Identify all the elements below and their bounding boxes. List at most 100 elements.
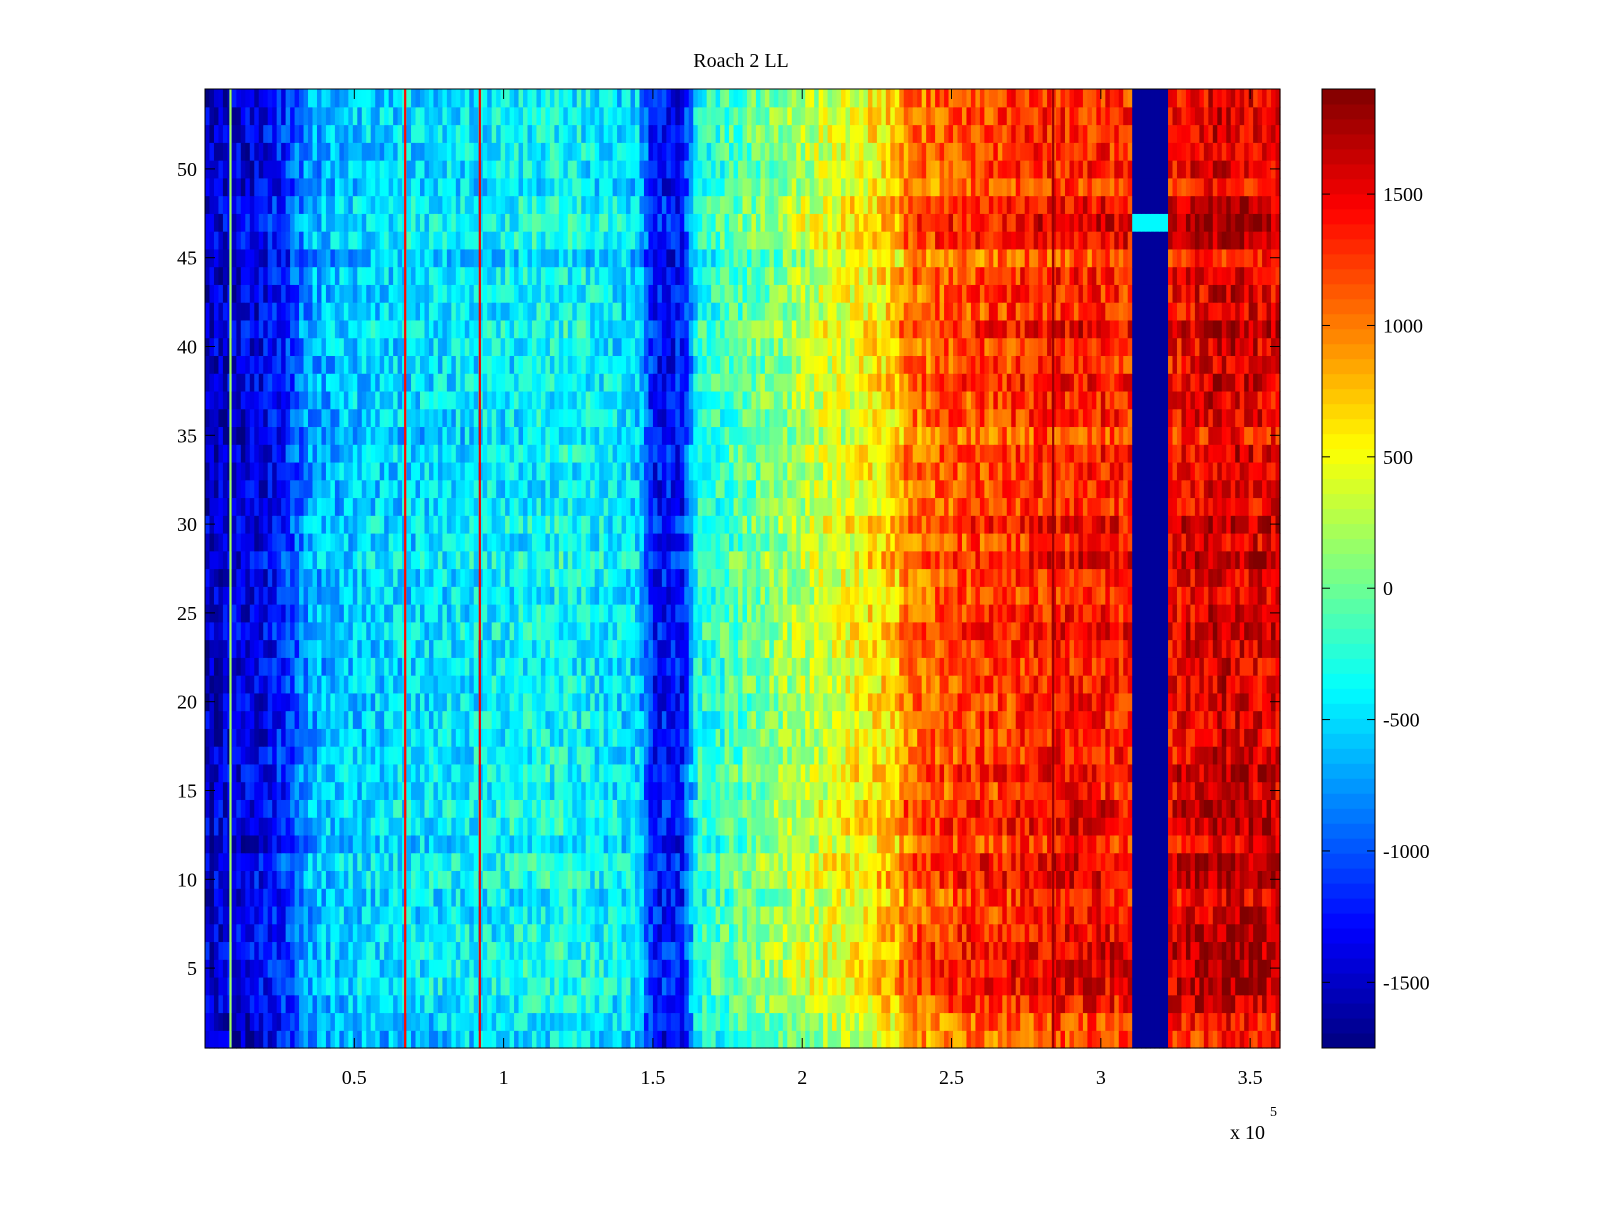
heatmap-cell: [702, 746, 708, 765]
heatmap-cell: [608, 675, 614, 694]
heatmap-cell: [1212, 834, 1218, 854]
heatmap-cell: [531, 781, 538, 800]
heatmap-cell: [1226, 817, 1232, 836]
heatmap-cell: [711, 994, 717, 1014]
heatmap-cell: [393, 888, 399, 907]
heatmap-cell: [545, 781, 551, 800]
heatmap-cell: [303, 799, 309, 818]
heatmap-cell: [1109, 870, 1115, 889]
heatmap-cell: [594, 746, 600, 765]
heatmap-cell: [334, 905, 340, 925]
heatmap-cell: [711, 728, 717, 747]
heatmap-cell: [308, 799, 314, 818]
heatmap-cell: [953, 994, 959, 1014]
heatmap-cell: [536, 941, 542, 960]
heatmap-cell: [218, 870, 224, 889]
heatmap-cell: [836, 905, 842, 925]
heatmap-cell: [899, 799, 905, 818]
heatmap-cell: [267, 852, 273, 872]
heatmap-cell: [755, 1030, 762, 1049]
heatmap-cell: [854, 781, 860, 800]
heatmap-cell: [339, 834, 345, 854]
heatmap-cell: [867, 817, 873, 836]
heatmap-cell: [670, 763, 676, 783]
heatmap-cell: [1096, 994, 1102, 1014]
heatmap-cell: [1150, 1012, 1156, 1031]
heatmap-cell: [1127, 870, 1133, 889]
heatmap-cell: [294, 746, 300, 765]
heatmap-cell: [970, 959, 977, 978]
heatmap-cell: [1235, 888, 1241, 907]
heatmap-cell: [675, 888, 681, 907]
heatmap-cell: [1212, 728, 1218, 747]
heatmap-cell: [603, 746, 609, 765]
heatmap-cell: [773, 852, 779, 872]
heatmap-cell: [572, 692, 578, 712]
heatmap-cell: [751, 675, 757, 694]
heatmap-cell: [545, 834, 551, 854]
heatmap-cell: [814, 994, 820, 1014]
heatmap-cell: [863, 746, 869, 765]
heatmap-cell: [1239, 1030, 1245, 1049]
heatmap-cell: [1015, 905, 1021, 925]
heatmap-cell: [1082, 976, 1088, 996]
heatmap-cell: [885, 817, 891, 836]
heatmap-cell: [487, 994, 493, 1014]
heatmap-cell: [424, 1030, 430, 1049]
heatmap-cell: [473, 834, 479, 854]
heatmap-cell: [648, 799, 654, 818]
heatmap-cell: [249, 710, 255, 729]
heatmap-cell: [428, 781, 435, 800]
heatmap-cell: [1145, 941, 1151, 960]
heatmap-cell: [702, 781, 708, 800]
heatmap-cell: [867, 763, 873, 783]
heatmap-cell: [738, 834, 744, 854]
heatmap-cell: [729, 746, 735, 765]
heatmap-cell: [442, 994, 448, 1014]
heatmap-cell: [1221, 959, 1227, 978]
heatmap-cell: [863, 675, 869, 694]
heatmap-cell: [603, 763, 609, 783]
heatmap-cell: [218, 941, 224, 960]
heatmap-cell: [975, 976, 981, 996]
heatmap-cell: [1253, 870, 1259, 889]
heatmap-cell: [827, 817, 833, 836]
heatmap-cell: [1078, 728, 1084, 747]
heatmap-cell: [1199, 799, 1205, 818]
heatmap-cell: [948, 781, 954, 800]
heatmap-cell: [505, 675, 511, 694]
heatmap-cell: [290, 905, 296, 925]
heatmap-cell: [594, 692, 600, 712]
heatmap-cell: [836, 994, 842, 1014]
heatmap-cell: [1038, 888, 1044, 907]
heatmap-cell: [554, 870, 560, 889]
heatmap-cell: [1069, 852, 1075, 872]
heatmap-cell: [299, 746, 305, 765]
heatmap-cell: [1109, 834, 1115, 854]
heatmap-cell: [379, 710, 385, 729]
heatmap-cell: [953, 888, 959, 907]
heatmap-cell: [935, 870, 941, 889]
heatmap-cell: [899, 728, 905, 747]
heatmap-cell: [581, 994, 587, 1014]
heatmap-cell: [1235, 817, 1241, 836]
heatmap-cell: [1065, 763, 1071, 783]
heatmap-cell: [1078, 799, 1084, 818]
heatmap-cell: [567, 888, 573, 907]
heatmap-cell: [858, 923, 865, 943]
heatmap-cell: [626, 852, 632, 872]
heatmap-cell: [1212, 941, 1218, 960]
heatmap-cell: [218, 888, 224, 907]
heatmap-cell: [549, 959, 555, 978]
heatmap-cell: [281, 817, 287, 836]
heatmap-cell: [921, 1030, 927, 1049]
heatmap-cell: [585, 1030, 591, 1049]
heatmap-cell: [352, 728, 358, 747]
heatmap-cell: [469, 692, 475, 712]
heatmap-cell: [213, 905, 220, 925]
heatmap-cell: [742, 834, 748, 854]
heatmap-cell: [540, 941, 547, 960]
heatmap-cell: [742, 994, 748, 1014]
heatmap-cell: [1275, 799, 1281, 818]
heatmap-cell: [406, 1012, 412, 1031]
